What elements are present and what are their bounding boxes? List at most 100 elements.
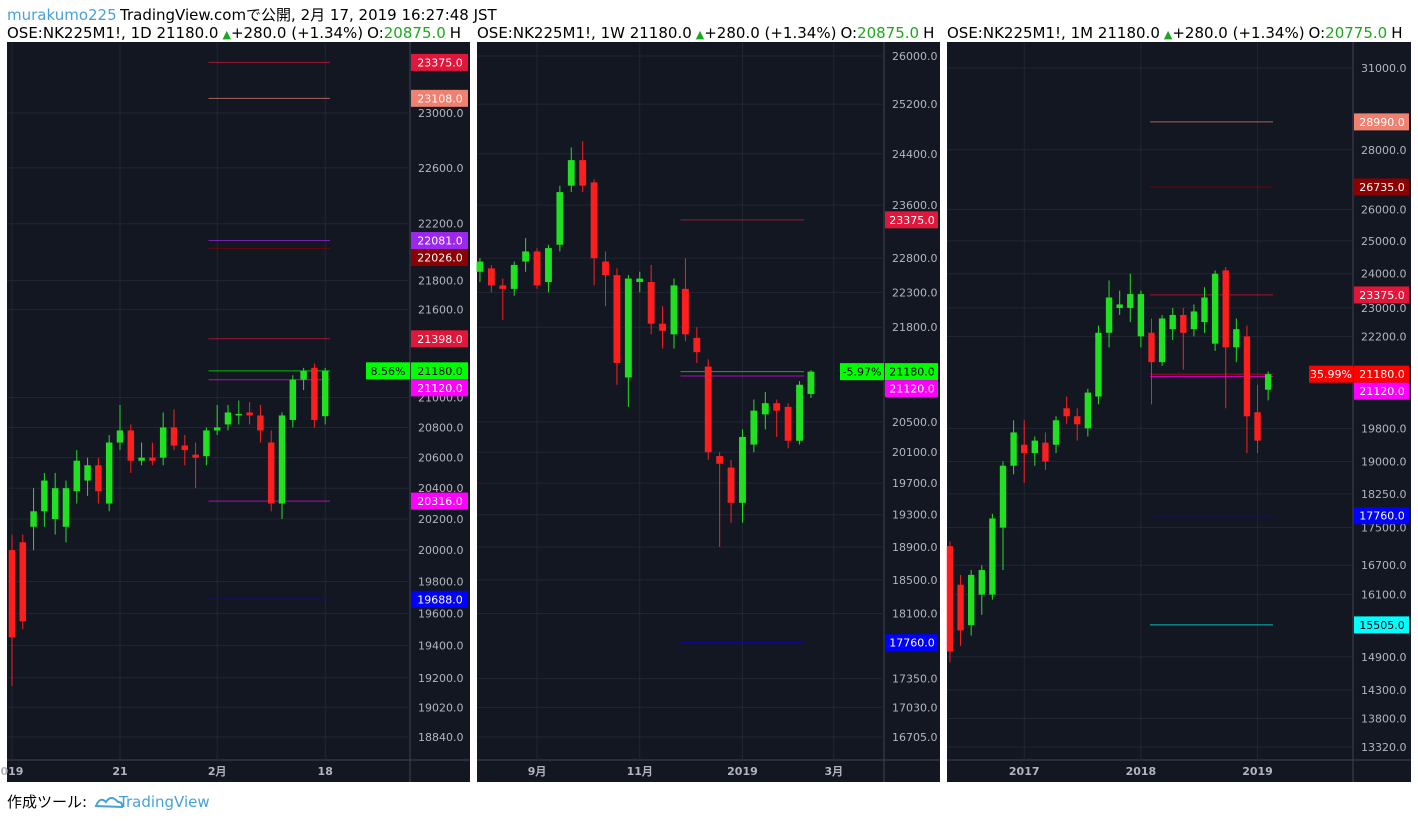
y-tick-label: 22300.0 — [892, 286, 938, 299]
candle-body — [1211, 273, 1219, 344]
candle-body — [235, 413, 243, 416]
change-badge — [1309, 365, 1353, 383]
author[interactable]: murakumo225 — [7, 6, 117, 24]
header-high-label: H — [450, 24, 461, 42]
candle-body — [1063, 408, 1070, 417]
candle-body — [1243, 336, 1251, 417]
price-badge-label: 19688.0 — [417, 593, 463, 606]
price-badge-label: 21120.0 — [1359, 385, 1405, 398]
price-badge-label: 21120.0 — [417, 382, 463, 395]
y-tick-label: 25000.0 — [1361, 235, 1407, 248]
y-tick-label: 26000.0 — [892, 50, 938, 63]
header-open: 20875.0 — [384, 24, 446, 42]
x-tick-label: 019 — [0, 765, 23, 778]
price-badge-label: 28990.0 — [1359, 116, 1405, 129]
y-tick-label: 22200.0 — [418, 218, 464, 231]
candle-body — [1137, 294, 1145, 337]
y-tick-label: 21800.0 — [892, 321, 938, 334]
price-badge — [411, 379, 468, 397]
y-tick-label: 23000.0 — [1361, 302, 1407, 315]
y-tick-label: 20500.0 — [892, 416, 938, 429]
price-badge-label: 21180.0 — [1359, 368, 1405, 381]
y-tick-label: 16700.0 — [1361, 559, 1407, 572]
candle-body — [773, 403, 781, 411]
candle-body — [739, 436, 746, 503]
price-badge — [1354, 113, 1409, 131]
candle-body — [704, 366, 712, 453]
price-badge — [411, 232, 468, 250]
candle-body — [647, 281, 655, 324]
candle-body — [1180, 314, 1187, 333]
candle-body — [311, 367, 318, 420]
x-tick-label: 2019 — [727, 765, 758, 778]
y-tick-label: 21600.0 — [418, 303, 464, 316]
candle-body — [761, 403, 769, 415]
price-badge — [1354, 507, 1409, 525]
y-tick-label: 22600.0 — [418, 162, 464, 175]
change-badge-label: 8.56% — [371, 365, 406, 378]
price-badge — [1354, 286, 1409, 304]
candle-body — [989, 518, 996, 595]
x-tick-label: 2019 — [1242, 765, 1273, 778]
candle-body — [203, 430, 210, 457]
candle-body — [659, 323, 667, 331]
candle-body — [181, 445, 189, 451]
candle-body — [170, 427, 178, 446]
y-tick-label: 31000.0 — [1361, 62, 1407, 75]
y-tick-label: 18500.0 — [892, 574, 938, 587]
candle-body — [1264, 374, 1272, 390]
candle-body — [1233, 329, 1240, 348]
candle-body — [579, 160, 587, 186]
candle-body — [556, 192, 564, 245]
change-badge-label: 35.99% — [1310, 368, 1352, 381]
y-tick-label: 17350.0 — [892, 673, 938, 686]
y-tick-label: 26000.0 — [1361, 203, 1407, 216]
header-change: +280.0 (+1.34%) — [704, 24, 836, 42]
header-open: 20775.0 — [1325, 24, 1387, 42]
header-open: 20875.0 — [857, 24, 919, 42]
y-tick-label: 20400.0 — [418, 482, 464, 495]
candle-body — [41, 480, 48, 512]
footer-brand[interactable]: TradingView — [118, 793, 210, 811]
candle-body — [533, 251, 541, 286]
candle-body — [95, 465, 102, 492]
x-tick-label: 2017 — [1009, 765, 1040, 778]
y-tick-label: 18250.0 — [1361, 488, 1407, 501]
candle-body — [1052, 420, 1060, 445]
candle-body — [487, 268, 495, 286]
header-arrow: ▲ — [696, 28, 705, 41]
candle-body — [289, 379, 297, 420]
x-tick-label: 21 — [112, 765, 127, 778]
candle-body — [590, 182, 598, 259]
price-badge-label: 21180.0 — [889, 366, 935, 379]
y-tick-label: 18100.0 — [892, 608, 938, 621]
change-badge — [840, 363, 884, 381]
price-badge — [411, 492, 468, 510]
price-badge — [411, 89, 468, 107]
chart-panel: 23000.022600.022200.021800.021600.021000… — [0, 24, 470, 782]
price-badge — [411, 249, 468, 267]
candle-body — [476, 261, 484, 272]
change-badge-label: -5.97% — [843, 366, 882, 379]
price-badge — [1354, 178, 1409, 196]
published: TradingView.comで公開, 2月 17, 2019 16:27:48… — [119, 6, 498, 24]
price-badge — [1354, 616, 1409, 634]
candle-body — [968, 574, 975, 626]
price-badge-label: 26735.0 — [1359, 181, 1405, 194]
candle-body — [727, 467, 735, 503]
candle-body — [19, 542, 27, 622]
y-tick-label: 19200.0 — [418, 672, 464, 685]
candle-body — [1042, 442, 1049, 462]
candle-body — [1148, 332, 1155, 363]
price-badge-label: 23375.0 — [417, 56, 463, 69]
x-tick-label: 11月 — [627, 765, 653, 778]
symbol-header: OSE:NK225M1!, 1M 21180.0 ▲+280.0 (+1.34%)… — [947, 24, 1402, 42]
price-badge-label: 23108.0 — [417, 92, 463, 105]
header-change: +280.0 (+1.34%) — [231, 24, 363, 42]
price-badge — [885, 363, 938, 381]
header-symbol: OSE:NK225M1!, 1D 21180.0 — [7, 24, 218, 42]
candle-body — [716, 456, 724, 464]
candle-body — [8, 550, 16, 638]
y-tick-label: 20200.0 — [418, 513, 464, 526]
